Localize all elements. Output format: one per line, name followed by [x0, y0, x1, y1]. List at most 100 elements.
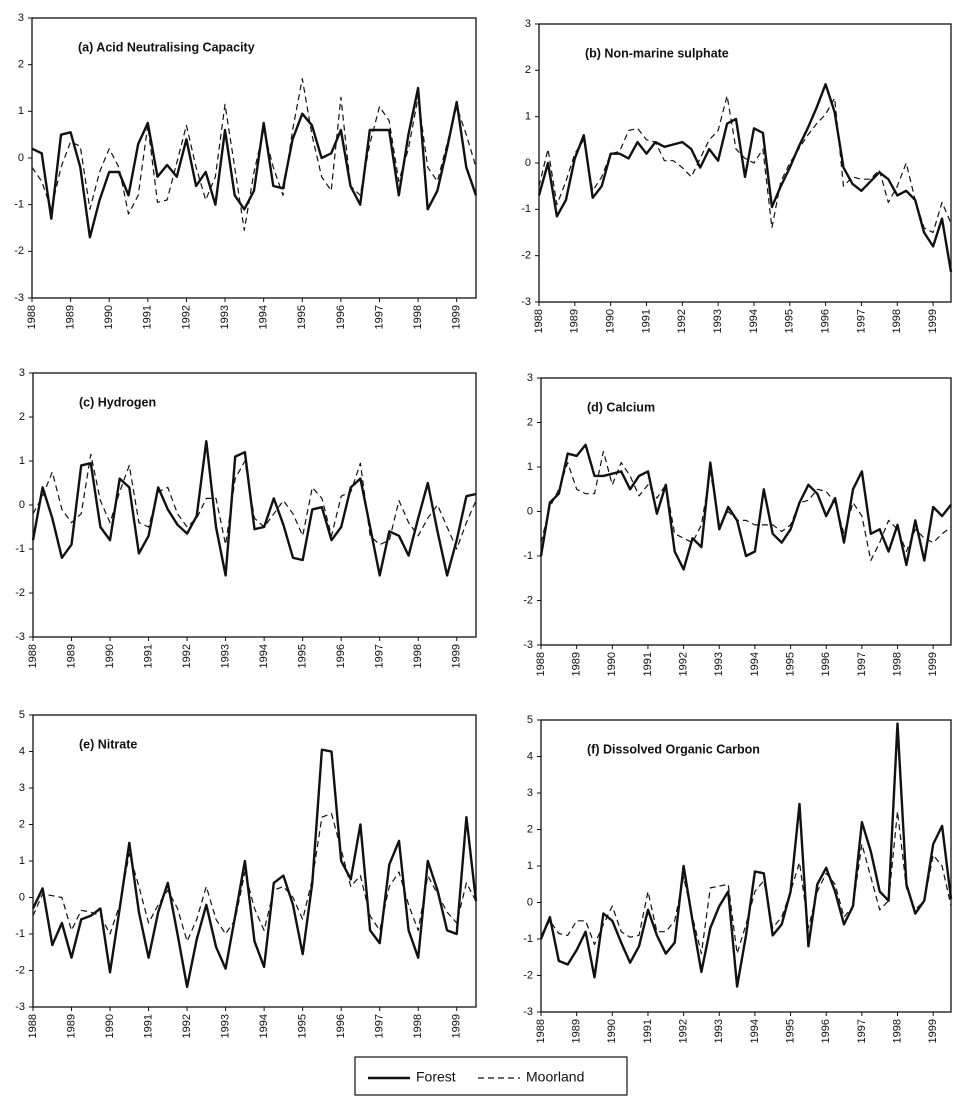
legend: Forest Moorland: [354, 1056, 628, 1096]
x-tick-label: 1996: [820, 1019, 832, 1043]
y-tick-label: 1: [527, 461, 533, 473]
y-tick-label: 4: [527, 750, 533, 762]
x-tick-label: 1989: [65, 644, 77, 668]
y-tick-label: 3: [525, 18, 531, 30]
x-tick-label: 1991: [642, 1019, 654, 1043]
chart-title: (c) Hydrogen: [79, 395, 156, 409]
y-tick-label: -1: [523, 550, 533, 562]
series-line: [31, 86, 478, 239]
x-tick-label: 1994: [749, 652, 761, 676]
x-tick-label: 1997: [374, 644, 386, 668]
x-tick-label: 1995: [784, 1019, 796, 1043]
plot-frame: [540, 377, 952, 646]
x-tick-label: 1994: [258, 1014, 270, 1038]
y-tick-label: -3: [15, 1001, 25, 1013]
x-tick-label: 1989: [571, 652, 583, 676]
y-tick-label: 1: [19, 455, 25, 467]
x-tick-label: 1997: [374, 1014, 386, 1038]
x-tick-label: 1999: [451, 1014, 463, 1038]
series-line: [32, 812, 477, 942]
x-tick-label: 1991: [642, 652, 654, 676]
x-tick-label: 1990: [104, 1014, 116, 1038]
x-tick-label: 1992: [676, 309, 688, 333]
y-tick-label: -2: [15, 587, 25, 599]
x-tick-label: 1988: [535, 652, 547, 676]
x-tick-label: 1999: [927, 652, 939, 676]
x-tick-label: 1994: [749, 1019, 761, 1043]
x-tick-label: 1995: [784, 652, 796, 676]
x-tick-label: 1992: [181, 644, 193, 668]
x-tick-label: 1988: [27, 644, 39, 668]
x-tick-label: 1996: [335, 1014, 347, 1038]
y-tick-label: -2: [523, 594, 533, 606]
x-tick-label: 1995: [297, 644, 309, 668]
chart-title: (e) Nitrate: [79, 737, 137, 751]
y-tick-label: -2: [14, 245, 24, 257]
chart-title: (d) Calcium: [587, 400, 655, 414]
y-tick-label: 0: [525, 157, 531, 169]
x-tick-label: 1989: [65, 1014, 77, 1038]
y-tick-label: 3: [527, 372, 533, 384]
y-tick-label: 5: [19, 709, 25, 721]
x-tick-label: 1996: [335, 644, 347, 668]
y-tick-label: 2: [19, 818, 25, 830]
y-tick-label: 1: [18, 105, 24, 117]
x-tick-label: 1988: [535, 1019, 547, 1043]
x-tick-label: 1990: [103, 305, 115, 329]
x-tick-label: 1995: [297, 1014, 309, 1038]
panel: -3 -2 -1 0 1 2 3 1988 1989 1990 1991 1992 1993 1994 19…: [523, 372, 952, 676]
y-tick-label: 1: [19, 855, 25, 867]
plot-frame: [32, 714, 477, 1008]
y-tick-label: -3: [523, 639, 533, 651]
x-tick-label: 1999: [927, 1019, 939, 1043]
x-tick-label: 1993: [220, 1014, 232, 1038]
x-tick-label: 1992: [181, 1014, 193, 1038]
chart-title: (b) Non-marine sulphate: [585, 46, 729, 60]
legend-label: Forest: [416, 1069, 456, 1085]
y-tick-label: 3: [527, 787, 533, 799]
plot-frame: [540, 719, 952, 1013]
x-tick-label: 1991: [142, 644, 154, 668]
y-tick-label: 0: [527, 505, 533, 517]
y-tick-label: -1: [15, 928, 25, 940]
x-tick-label: 1997: [373, 305, 385, 329]
x-tick-label: 1989: [569, 309, 581, 333]
y-tick-label: 1: [527, 860, 533, 872]
y-tick-label: -3: [15, 631, 25, 643]
y-tick-label: 3: [18, 12, 24, 24]
y-tick-label: -1: [521, 203, 531, 215]
x-tick-label: 1997: [856, 652, 868, 676]
panel: -3 -2 -1 0 1 2 3 4 5 1988 1989 1990 1991 1992 1993 1994…: [523, 714, 953, 1043]
y-tick-label: 2: [527, 416, 533, 428]
panel: -3 -2 -1 0 1 2 3 4 5 1988 1989 1990 1991 1992 1993 1994…: [15, 709, 478, 1038]
series-line: [31, 78, 477, 231]
x-tick-label: 1996: [335, 305, 347, 329]
y-tick-label: 2: [525, 64, 531, 76]
x-tick-label: 1994: [258, 644, 270, 668]
y-tick-label: -3: [521, 296, 531, 308]
y-tick-label: -2: [523, 969, 533, 981]
plot-frame: [32, 372, 477, 638]
series-line: [539, 443, 952, 571]
x-tick-label: 1993: [713, 652, 725, 676]
x-tick-label: 1997: [856, 1019, 868, 1043]
x-tick-label: 1988: [27, 1014, 39, 1038]
y-tick-label: 4: [19, 745, 25, 757]
x-tick-label: 1989: [571, 1019, 583, 1043]
legend-box: [354, 1056, 628, 1096]
series-line: [31, 440, 477, 577]
series-line: [31, 748, 478, 989]
y-tick-label: 5: [527, 714, 533, 726]
x-tick-label: 1990: [606, 652, 618, 676]
x-tick-label: 1990: [104, 644, 116, 668]
y-tick-label: 0: [19, 891, 25, 903]
x-tick-label: 1992: [678, 1019, 690, 1043]
x-tick-label: 1993: [713, 1019, 725, 1043]
x-tick-label: 1999: [927, 309, 939, 333]
x-tick-label: 1996: [820, 309, 832, 333]
y-tick-label: 2: [19, 411, 25, 423]
y-tick-label: -2: [15, 964, 25, 976]
x-tick-label: 1998: [891, 309, 903, 333]
y-tick-label: 1: [525, 111, 531, 123]
